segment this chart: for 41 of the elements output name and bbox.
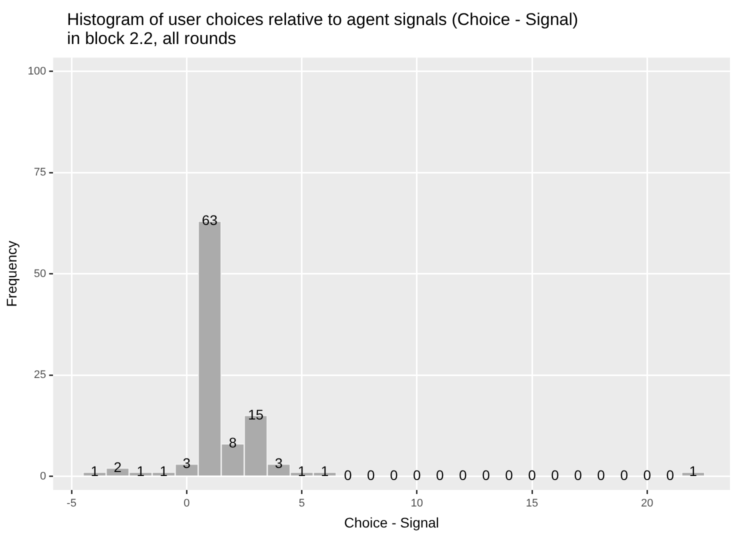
data-label: 0 bbox=[344, 467, 352, 484]
data-label: 1 bbox=[689, 463, 698, 480]
data-label: 0 bbox=[366, 467, 375, 484]
data-label: 0 bbox=[597, 467, 606, 484]
data-label: 0 bbox=[436, 467, 444, 484]
data-label: 0 bbox=[413, 467, 421, 484]
chart-title: Histogram of user choices relative to agent signals (Choice - Signal) in block 2.2, all rounds bbox=[66, 9, 580, 48]
y-tick-label: 50 bbox=[34, 268, 46, 280]
data-label: 1 bbox=[320, 463, 329, 480]
data-label: 0 bbox=[528, 467, 536, 484]
y-tick-label: 75 bbox=[34, 166, 46, 179]
data-label: 1 bbox=[160, 463, 168, 480]
data-label: 1 bbox=[298, 463, 306, 480]
data-label: 1 bbox=[136, 463, 145, 480]
y-tick-label: 25 bbox=[34, 369, 46, 382]
x-tick-label: 5 bbox=[298, 498, 305, 510]
data-label: 0 bbox=[620, 467, 628, 484]
data-label: 63 bbox=[202, 212, 218, 228]
x-tick-label: 15 bbox=[526, 498, 538, 510]
data-label: 0 bbox=[574, 467, 582, 484]
data-label: 0 bbox=[459, 467, 468, 484]
data-label: 0 bbox=[505, 467, 514, 484]
data-label: 15 bbox=[248, 406, 264, 422]
data-label: 3 bbox=[182, 454, 191, 471]
data-label: 8 bbox=[228, 434, 237, 451]
x-tick-label: 20 bbox=[640, 498, 654, 510]
data-label: 1 bbox=[90, 463, 99, 480]
data-label: 0 bbox=[643, 467, 652, 484]
y-tick-label: 0 bbox=[40, 470, 46, 482]
data-label: 2 bbox=[114, 458, 122, 475]
data-label: 0 bbox=[482, 467, 490, 484]
x-tick-label: 10 bbox=[410, 498, 424, 510]
y-axis-title: Frequency bbox=[3, 240, 20, 307]
data-label: 3 bbox=[274, 454, 283, 471]
y-tick-label: 100 bbox=[28, 65, 46, 78]
x-tick-label: 0 bbox=[184, 498, 190, 510]
x-axis-title: Choice - Signal bbox=[344, 514, 440, 530]
data-label: 0 bbox=[551, 467, 560, 484]
x-tick-label: -5 bbox=[66, 498, 76, 510]
data-label: 0 bbox=[666, 467, 674, 484]
data-label: 0 bbox=[390, 467, 398, 484]
